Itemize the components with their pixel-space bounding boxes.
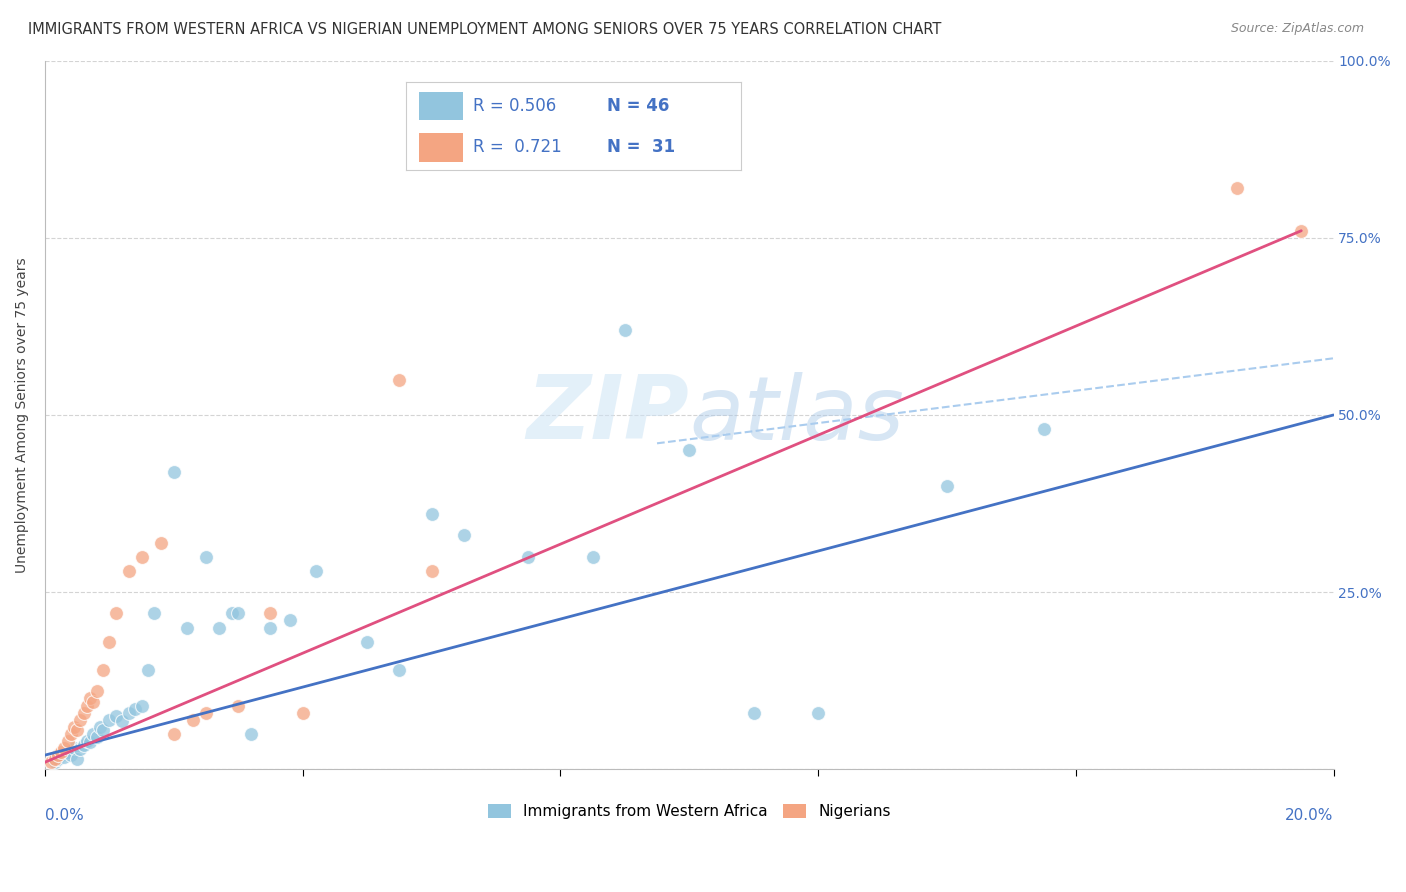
- Point: [136, 663, 159, 677]
- Point: [56, 745, 79, 759]
- Point: [131, 549, 153, 564]
- Point: [76, 698, 98, 713]
- Point: [1032, 422, 1054, 436]
- Point: [118, 564, 141, 578]
- Point: [181, 713, 204, 727]
- Point: [356, 634, 378, 648]
- Point: [104, 709, 127, 723]
- Point: [98, 634, 121, 648]
- Point: [49, 748, 72, 763]
- Point: [59, 748, 82, 763]
- Point: [56, 734, 79, 748]
- Point: [221, 607, 243, 621]
- Text: IMMIGRANTS FROM WESTERN AFRICA VS NIGERIAN UNEMPLOYMENT AMONG SENIORS OVER 75 YE: IMMIGRANTS FROM WESTERN AFRICA VS NIGERI…: [28, 22, 942, 37]
- Point: [226, 698, 249, 713]
- Text: 20.0%: 20.0%: [1285, 808, 1333, 823]
- Point: [388, 372, 411, 386]
- Point: [208, 621, 231, 635]
- Point: [176, 621, 198, 635]
- Point: [163, 465, 186, 479]
- Point: [66, 752, 89, 766]
- Point: [111, 714, 134, 728]
- Point: [131, 698, 153, 713]
- Point: [49, 745, 72, 759]
- Point: [195, 706, 218, 720]
- Point: [63, 741, 86, 756]
- Point: [91, 663, 114, 677]
- Point: [259, 621, 281, 635]
- Legend: Immigrants from Western Africa, Nigerians: Immigrants from Western Africa, Nigerian…: [482, 798, 897, 825]
- Point: [149, 535, 172, 549]
- Point: [44, 756, 66, 770]
- Point: [46, 748, 69, 763]
- Point: [79, 735, 101, 749]
- Point: [163, 727, 186, 741]
- Point: [98, 713, 121, 727]
- Point: [259, 607, 281, 621]
- Point: [72, 738, 94, 752]
- Point: [517, 549, 540, 564]
- Point: [124, 702, 146, 716]
- Point: [1226, 181, 1249, 195]
- Point: [59, 727, 82, 741]
- Point: [1291, 224, 1313, 238]
- Point: [46, 752, 69, 766]
- Point: [420, 507, 443, 521]
- Point: [76, 734, 98, 748]
- Point: [678, 443, 700, 458]
- Point: [104, 607, 127, 621]
- Text: 0.0%: 0.0%: [45, 808, 84, 823]
- Point: [420, 564, 443, 578]
- Text: ZIP: ZIP: [526, 371, 689, 458]
- Point: [69, 742, 91, 756]
- Point: [240, 727, 263, 741]
- Point: [195, 549, 218, 564]
- Point: [143, 607, 166, 621]
- Text: Source: ZipAtlas.com: Source: ZipAtlas.com: [1230, 22, 1364, 36]
- Point: [807, 706, 830, 720]
- Y-axis label: Unemployment Among Seniors over 75 years: Unemployment Among Seniors over 75 years: [15, 257, 30, 573]
- Point: [44, 752, 66, 766]
- Point: [278, 614, 301, 628]
- Point: [304, 564, 326, 578]
- Point: [66, 723, 89, 738]
- Point: [53, 741, 76, 756]
- Point: [82, 727, 104, 741]
- Point: [91, 723, 114, 738]
- Point: [453, 528, 475, 542]
- Point: [79, 691, 101, 706]
- Point: [226, 607, 249, 621]
- Point: [86, 731, 108, 745]
- Point: [291, 706, 314, 720]
- Point: [53, 749, 76, 764]
- Point: [63, 720, 86, 734]
- Point: [742, 706, 765, 720]
- Point: [936, 479, 959, 493]
- Text: atlas: atlas: [689, 372, 904, 458]
- Point: [118, 706, 141, 720]
- Point: [69, 713, 91, 727]
- Point: [581, 549, 603, 564]
- Point: [388, 663, 411, 677]
- Point: [82, 695, 104, 709]
- Point: [613, 323, 636, 337]
- Point: [89, 720, 111, 734]
- Point: [41, 756, 63, 770]
- Point: [72, 706, 94, 720]
- Point: [86, 684, 108, 698]
